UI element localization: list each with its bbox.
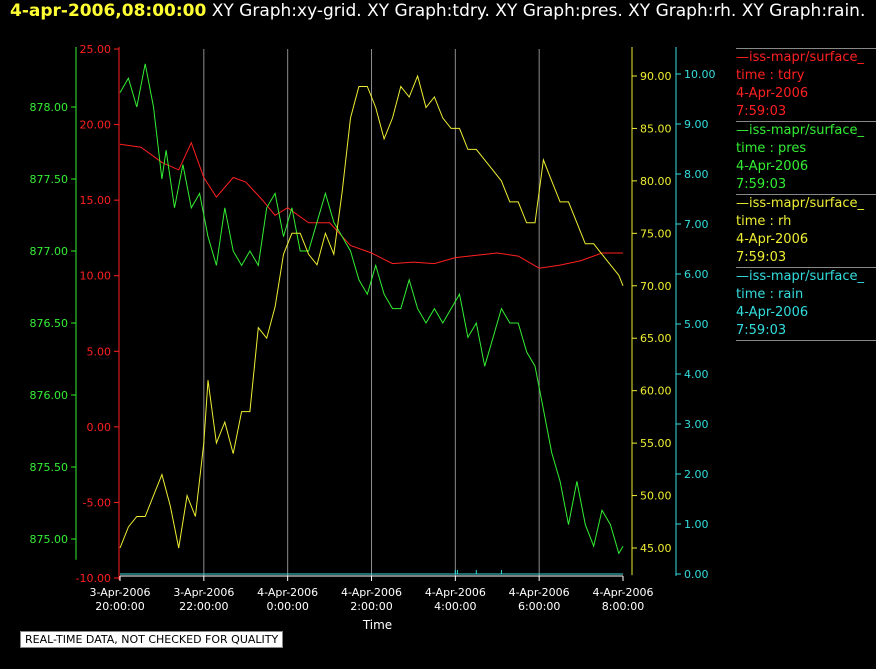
legend-time: 7:59:03	[736, 104, 787, 119]
x-tick-label: 4-Apr-2006	[425, 586, 486, 599]
x-tick-label: 2:00:00	[350, 600, 392, 613]
header-timestamp: 4-apr-2006,08:00:00	[10, 1, 207, 21]
x-tick-label: 8:00:00	[602, 600, 644, 613]
rain-tick-label: 2.00	[684, 468, 709, 481]
tdry-tick-label: -5.00	[83, 496, 111, 509]
header-title-5: XY Graph:rain.	[741, 1, 866, 21]
legend-entry-pres: —iss-mapr/surface_ time : pres 4-Apr-200…	[736, 121, 876, 194]
tdry-tick-label: 5.00	[87, 345, 112, 358]
x-tick-label: 3-Apr-2006	[89, 586, 150, 599]
rh-tick-label: 65.00	[640, 332, 672, 345]
rh-tick-label: 55.00	[640, 437, 672, 450]
header-title-4: XY Graph:rh.	[628, 1, 737, 21]
rh-tick-label: 45.00	[640, 542, 672, 555]
legend-time: 7:59:03	[736, 323, 787, 338]
tdry-tick-label: 10.00	[80, 270, 112, 283]
header-bar: 4-apr-2006,08:00:00 XY Graph:xy-grid. XY…	[10, 1, 865, 21]
pres-tick-label: 875.00	[30, 533, 69, 546]
legend-date: 4-Apr-2006	[736, 86, 809, 101]
legend-source: —iss-mapr/surface_	[736, 196, 865, 211]
rain-tick-label: 5.00	[684, 318, 709, 331]
legend-date: 4-Apr-2006	[736, 159, 809, 174]
header-title-3: XY Graph:pres.	[495, 1, 623, 21]
x-tick-label: 3-Apr-2006	[173, 586, 234, 599]
rain-tick-label: 1.00	[684, 518, 709, 531]
legend-var: time : rain	[736, 287, 804, 302]
x-tick-label: 0:00:00	[266, 600, 308, 613]
rh-tick-label: 85.00	[640, 122, 672, 135]
legend: —iss-mapr/surface_ time : tdry 4-Apr-200…	[736, 48, 876, 341]
pres-tick-label: 875.50	[30, 461, 69, 474]
legend-time: 7:59:03	[736, 250, 787, 265]
pres-tick-label: 876.00	[30, 389, 69, 402]
rain-tick-label: 8.00	[684, 168, 709, 181]
pres-tick-label: 876.50	[30, 317, 69, 330]
header-title-2: XY Graph:tdry.	[367, 1, 490, 21]
legend-entry-tdry: —iss-mapr/surface_ time : tdry 4-Apr-200…	[736, 48, 876, 121]
rain-tick-label: 3.00	[684, 418, 709, 431]
x-tick-label: 20:00:00	[95, 600, 144, 613]
tdry-tick-label: 20.00	[80, 119, 112, 132]
header-title-1: XY Graph:xy-grid.	[211, 1, 362, 21]
tdry-tick-label: 15.00	[80, 194, 112, 207]
x-tick-label: 6:00:00	[518, 600, 560, 613]
rain-tick-label: 9.00	[684, 118, 709, 131]
x-tick-label: 4-Apr-2006	[509, 586, 570, 599]
rh-tick-label: 90.00	[640, 70, 672, 83]
legend-date: 4-Apr-2006	[736, 232, 809, 247]
x-tick-label: 4:00:00	[434, 600, 476, 613]
pres-tick-label: 878.00	[30, 101, 69, 114]
rh-tick-label: 60.00	[640, 385, 672, 398]
rain-tick-label: 0.00	[684, 568, 709, 581]
legend-var: time : pres	[736, 141, 807, 156]
series-pres-line	[119, 63, 624, 555]
rain-tick-label: 6.00	[684, 268, 709, 281]
rain-tick-label: 4.00	[684, 368, 709, 381]
legend-var: time : tdry	[736, 68, 805, 83]
legend-entry-rh: —iss-mapr/surface_ time : rh 4-Apr-2006 …	[736, 194, 876, 267]
series-tdry-line	[119, 141, 623, 269]
rain-tick-label: 10.00	[684, 68, 716, 81]
x-tick-label: 4-Apr-2006	[257, 586, 318, 599]
legend-var: time : rh	[736, 214, 792, 229]
quality-disclaimer: REAL-TIME DATA, NOT CHECKED FOR QUALITY	[20, 631, 284, 648]
tdry-tick-label: 0.00	[87, 421, 112, 434]
legend-time: 7:59:03	[736, 177, 787, 192]
series-rh-line	[119, 74, 624, 549]
legend-source: —iss-mapr/surface_	[736, 50, 865, 65]
rain-tick-label: 7.00	[684, 218, 709, 231]
pres-tick-label: 877.50	[30, 173, 69, 186]
x-axis-label: Time	[362, 618, 392, 632]
x-tick-label: 4-Apr-2006	[341, 586, 402, 599]
legend-entry-rain: —iss-mapr/surface_ time : rain 4-Apr-200…	[736, 267, 876, 341]
legend-date: 4-Apr-2006	[736, 305, 809, 320]
rh-tick-label: 80.00	[640, 175, 672, 188]
tdry-tick-label: -10.00	[76, 572, 111, 585]
pres-tick-label: 877.00	[30, 245, 69, 258]
rh-tick-label: 75.00	[640, 227, 672, 240]
tdry-tick-label: 25.00	[80, 43, 112, 56]
x-tick-label: 4-Apr-2006	[592, 586, 653, 599]
rh-tick-label: 50.00	[640, 490, 672, 503]
rh-tick-label: 70.00	[640, 280, 672, 293]
legend-source: —iss-mapr/surface_	[736, 269, 865, 284]
legend-source: —iss-mapr/surface_	[736, 123, 865, 138]
x-tick-label: 22:00:00	[179, 600, 228, 613]
